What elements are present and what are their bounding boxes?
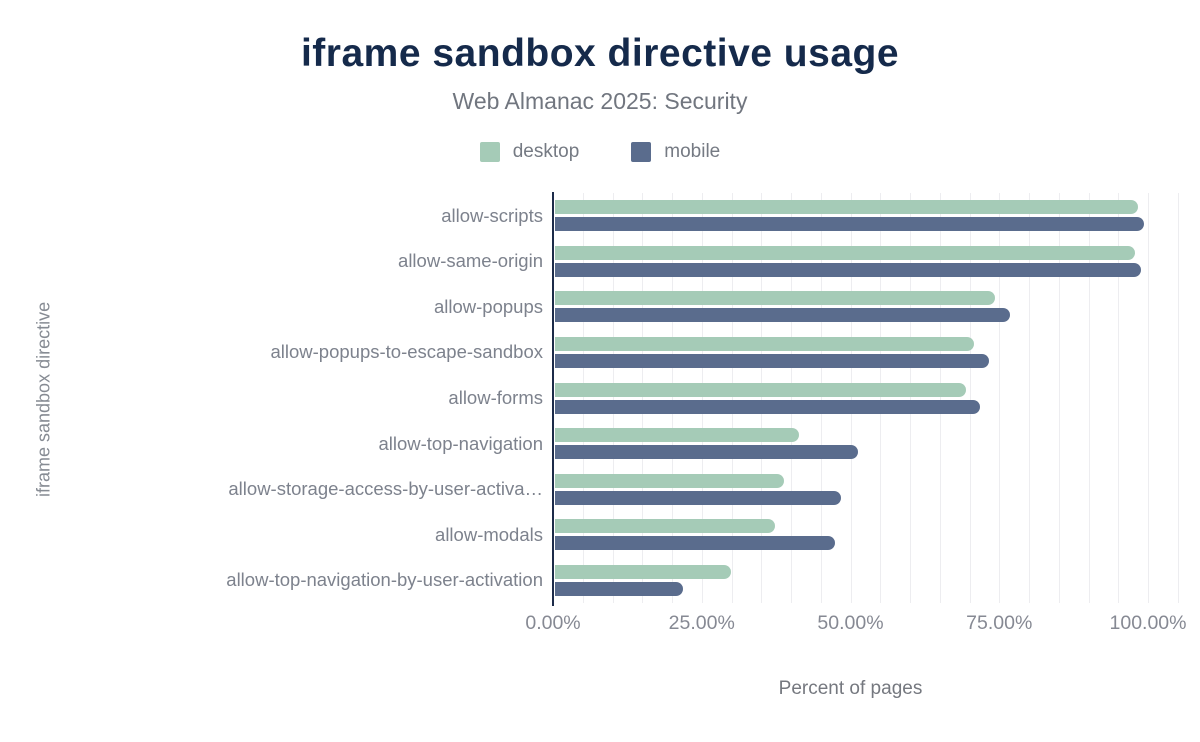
gridline: [939, 193, 941, 603]
category-label: allow-same-origin: [398, 250, 543, 272]
legend-label: mobile: [664, 141, 721, 162]
gridline: [642, 193, 644, 603]
legend-label: desktop: [512, 141, 580, 162]
legend-swatch-mobile: [631, 142, 652, 162]
x-tick-label: 100.00%: [1109, 612, 1187, 634]
bar-row: [555, 284, 1150, 330]
bar-mobile[interactable]: [555, 490, 841, 505]
bar-desktop[interactable]: [555, 291, 996, 306]
gridline: [761, 193, 763, 603]
gridline: [1088, 193, 1090, 603]
bar-mobile[interactable]: [555, 399, 981, 414]
bar-row: [555, 330, 1150, 376]
bar-row: [555, 193, 1150, 239]
legend-item-desktop[interactable]: desktop: [479, 141, 580, 163]
x-axis-ticks: 0.00% 25.00% 50.00% 75.00% 100.00%: [525, 612, 1186, 636]
x-tick-label: 75.00%: [966, 612, 1033, 634]
gridline: [880, 193, 882, 603]
category-label: allow-top-navigation-by-user-activation: [226, 569, 543, 591]
category-label: allow-storage-access-by-user-activa…: [228, 478, 543, 500]
gridline: [791, 193, 792, 603]
gridline: [1148, 193, 1149, 603]
gridline: [820, 193, 822, 603]
bar-row: [555, 466, 1150, 512]
bar-desktop[interactable]: [555, 473, 785, 488]
bar-desktop[interactable]: [555, 564, 731, 579]
category-label: allow-popups-to-escape-sandbox: [270, 341, 543, 363]
gridline: [1029, 193, 1030, 603]
bar-rows: [555, 193, 1150, 603]
bar-mobile[interactable]: [555, 217, 1145, 232]
y-axis-line: [552, 192, 554, 606]
bar-desktop[interactable]: [555, 336, 975, 351]
legend-swatch-desktop: [479, 142, 500, 162]
gridline: [999, 193, 1001, 603]
category-label: allow-modals: [435, 523, 543, 545]
gridline: [672, 193, 673, 603]
chart-title: iframe sandbox directive usage: [300, 32, 900, 75]
gridline: [1177, 193, 1179, 603]
category-label: allow-forms: [448, 387, 543, 409]
y-axis-title: iframe sandbox directive: [33, 301, 54, 497]
gridline: [850, 193, 852, 603]
bar-mobile[interactable]: [555, 536, 835, 551]
bar-row: [555, 375, 1150, 421]
bar-row: [555, 421, 1150, 467]
gridline: [969, 193, 971, 603]
bar-mobile[interactable]: [555, 581, 683, 596]
bar-mobile[interactable]: [555, 353, 990, 368]
gridline: [1058, 193, 1060, 603]
x-tick-label: 50.00%: [817, 612, 884, 634]
bar-desktop[interactable]: [555, 382, 966, 397]
gridline: [731, 193, 733, 603]
gridlines: [553, 193, 1193, 603]
gridline: [701, 193, 703, 603]
gridline: [612, 193, 614, 603]
bar-mobile[interactable]: [555, 308, 1011, 323]
bar-mobile[interactable]: [555, 445, 859, 460]
bar-mobile[interactable]: [555, 262, 1142, 277]
x-axis-title: Percent of pages: [778, 678, 923, 699]
bar-desktop[interactable]: [555, 200, 1139, 215]
gridline: [910, 193, 911, 603]
bar-desktop[interactable]: [555, 428, 799, 443]
category-label: allow-top-navigation: [378, 432, 543, 454]
category-labels: allow-scripts allow-same-origin allow-popu…: [80, 193, 543, 603]
bar-row: [555, 512, 1150, 558]
chart-subtitle: Web Almanac 2025: Security: [452, 88, 748, 114]
legend-item-mobile[interactable]: mobile: [631, 141, 720, 163]
bar-desktop[interactable]: [555, 245, 1136, 260]
x-tick-label: 0.00%: [525, 612, 581, 634]
gridline: [1118, 193, 1120, 603]
bar-row: [555, 558, 1150, 604]
gridline: [582, 193, 584, 603]
category-label: allow-scripts: [441, 204, 543, 226]
bar-row: [555, 239, 1150, 285]
legend: desktop mobile: [0, 141, 1200, 163]
category-label: allow-popups: [433, 295, 543, 317]
x-tick-label: 25.00%: [668, 612, 735, 634]
bar-desktop[interactable]: [555, 519, 776, 534]
